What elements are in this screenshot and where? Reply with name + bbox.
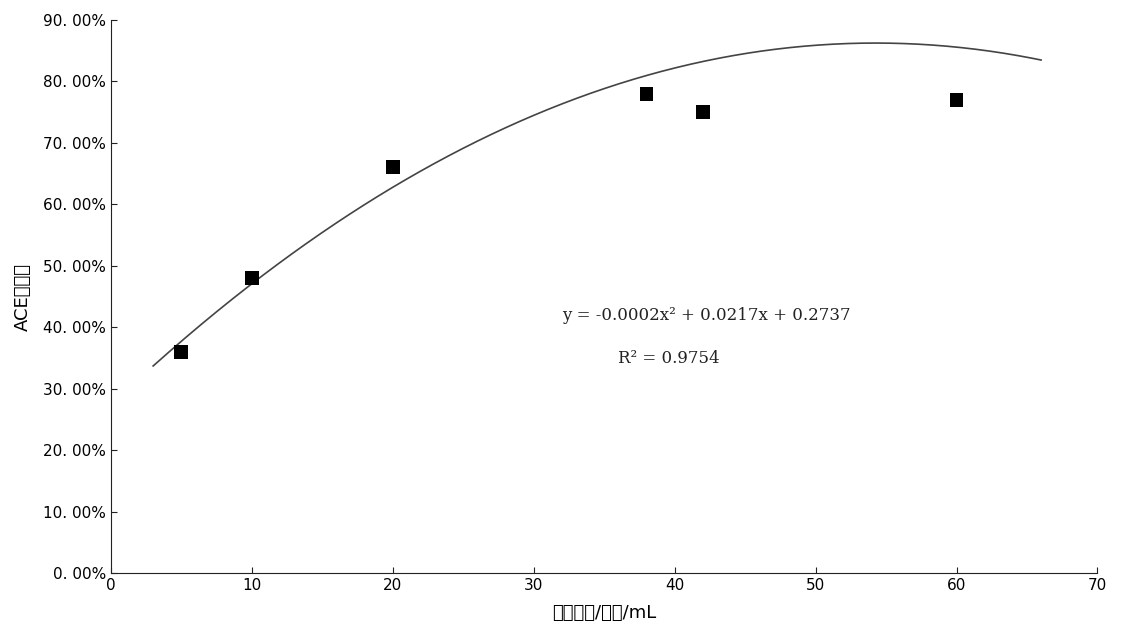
Point (243, 273, 261, 283)
Y-axis label: ACE抑制率: ACE抑制率 (13, 263, 31, 331)
Point (383, 162, 401, 172)
Point (638, 88, 656, 99)
Text: y = -0.0002x² + 0.0217x + 0.2737: y = -0.0002x² + 0.0217x + 0.2737 (562, 307, 851, 324)
Point (947, 95, 965, 105)
Point (173, 347, 191, 357)
Text: R² = 0.9754: R² = 0.9754 (619, 350, 720, 367)
X-axis label: 样品浓度/微克/mL: 样品浓度/微克/mL (552, 604, 656, 622)
Point (694, 107, 712, 117)
